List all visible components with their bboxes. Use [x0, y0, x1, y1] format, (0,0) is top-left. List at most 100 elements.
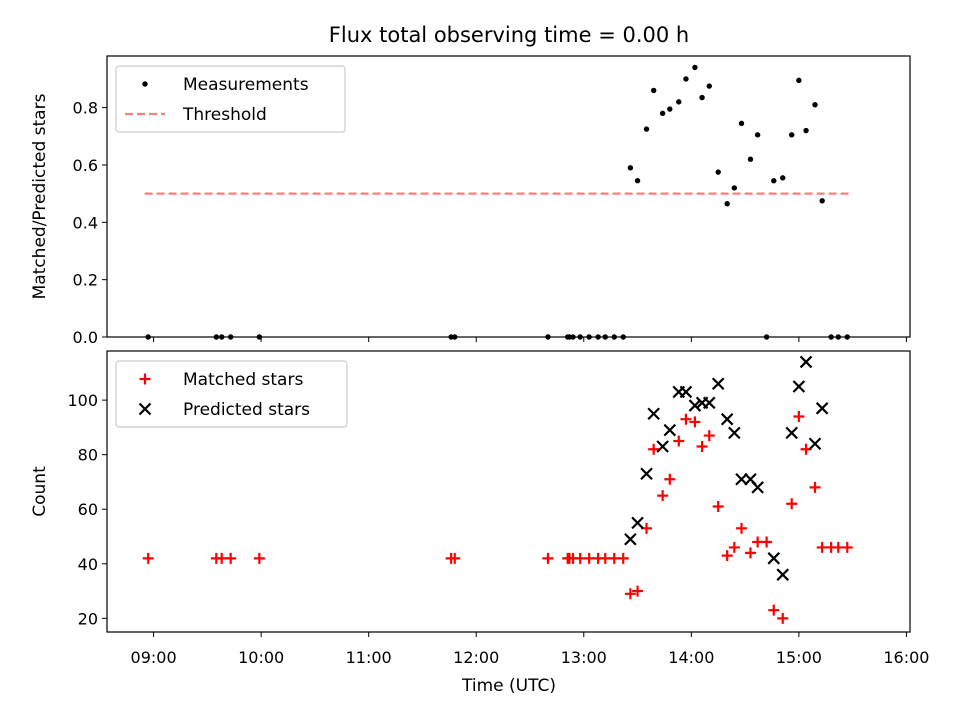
- x-tick-label: 14:00: [668, 648, 714, 667]
- legend-predicted-swatch: [138, 402, 152, 416]
- matched-star-marker: [761, 536, 773, 548]
- predicted-star-marker: [751, 481, 764, 494]
- y-tick-label: 0.2: [73, 271, 98, 290]
- y-axis-label: Matched/Predicted stars: [30, 93, 50, 299]
- matched-star-marker: [142, 552, 154, 564]
- measurement-point: [803, 127, 809, 134]
- matched-star-marker: [841, 541, 853, 553]
- predicted-star-marker: [631, 516, 644, 530]
- matched-star-marker: [721, 550, 733, 562]
- predicted-star-marker: [711, 377, 725, 391]
- measurement-point: [676, 99, 682, 105]
- y-tick-label: 0.0: [73, 328, 98, 347]
- legend-label: Matched stars: [183, 370, 303, 390]
- matched-star-marker: [648, 443, 660, 455]
- measurement-point: [706, 83, 712, 89]
- x-tick-label: 12:00: [453, 648, 499, 667]
- legend: Matched stars Predicted stars: [115, 360, 348, 428]
- plot-frame: [106, 350, 911, 633]
- matched-star-marker: [673, 435, 685, 447]
- predicted-star-marker: [792, 380, 806, 393]
- measurement-point: [659, 110, 666, 117]
- predicted-star-marker: [808, 437, 822, 451]
- matched-star-marker: [809, 481, 821, 493]
- measurement-point: [738, 120, 745, 127]
- predicted-star-marker: [767, 552, 781, 565]
- matched-star-marker: [793, 410, 805, 422]
- matched-star-marker: [542, 552, 554, 564]
- matched-star-marker: [689, 416, 701, 428]
- matched-star-marker: [728, 541, 740, 553]
- legend-label: Threshold: [182, 105, 267, 125]
- measurement-point: [715, 169, 721, 175]
- legend: Measurements Threshold: [115, 65, 346, 133]
- predicted-star-marker: [688, 399, 702, 412]
- chart-title: Flux total observing time = 0.00 h: [329, 23, 689, 47]
- measurement-point: [634, 178, 641, 184]
- predicted-star-marker: [720, 412, 734, 426]
- y-tick-label: 0.4: [73, 213, 98, 232]
- x-tick-label: 11:00: [346, 648, 392, 667]
- y-tick-label: 0.6: [73, 156, 98, 175]
- legend-measurement-swatch: [142, 81, 148, 87]
- x-tick-label: 15:00: [776, 648, 822, 667]
- matched-star-marker: [624, 588, 636, 600]
- measurement-point: [754, 132, 761, 138]
- matched-star-marker: [632, 585, 644, 597]
- legend-label: Measurements: [183, 75, 309, 95]
- predicted-star-marker: [656, 440, 669, 453]
- y-axis-label: Count: [30, 466, 50, 517]
- measurement-point: [812, 102, 818, 108]
- predicted-star-marker: [799, 355, 813, 369]
- predicted-star-marker: [663, 423, 677, 437]
- measurement-point: [667, 106, 673, 112]
- measurement-point: [683, 76, 689, 82]
- y-tick-label: 100: [67, 391, 98, 410]
- measurement-point: [796, 77, 802, 84]
- matched-star-marker: [225, 552, 237, 564]
- matched-star-marker: [657, 490, 669, 502]
- measurement-point: [819, 198, 825, 204]
- measurement-point: [650, 87, 657, 94]
- x-tick-label: 16:00: [883, 648, 929, 667]
- measurement-point: [699, 94, 705, 101]
- predicted-star-marker: [640, 467, 653, 481]
- measurement-point: [731, 185, 738, 191]
- predicted-star-marker: [702, 396, 716, 410]
- measurement-point: [627, 165, 634, 171]
- measurement-point: [747, 156, 754, 162]
- y-tick-label: 20: [78, 609, 98, 628]
- matched-star-marker: [696, 440, 708, 452]
- matched-star-marker: [664, 473, 676, 485]
- matched-star-marker: [617, 552, 629, 564]
- legend-matched-swatch: [139, 373, 151, 385]
- x-axis-label: Time (UTC): [461, 676, 556, 696]
- measurement-point: [780, 175, 786, 181]
- measurement-point: [692, 64, 698, 71]
- matched-star-marker: [703, 430, 715, 442]
- legend-label: Predicted stars: [183, 400, 310, 420]
- plot-frame: [106, 55, 911, 338]
- legend-box: [115, 65, 346, 133]
- predicted-star-marker: [735, 472, 748, 486]
- measurement-point: [789, 132, 795, 138]
- y-tick-label: 60: [78, 500, 98, 519]
- matched-star-marker: [712, 501, 724, 513]
- predicted-star-marker: [776, 568, 790, 581]
- x-axis: 09:00 10:00 11:00 12:00 13:00 14:00 15:00 16:00: [131, 648, 930, 667]
- predicted-star-marker: [624, 532, 637, 546]
- matched-star-marker: [744, 547, 756, 559]
- bottom-panel-counts: 20 40 60 80 100 Count Matched stars Predicted s…: [30, 350, 911, 637]
- measurement-point: [724, 200, 730, 207]
- y-tick-label: 40: [78, 555, 98, 574]
- predicted-star-marker: [815, 402, 829, 415]
- top-panel-ratio: 0.0 0.2 0.4 0.6 0.8 Matched/Predicted stars Me…: [30, 55, 911, 347]
- matched-star-marker: [777, 612, 789, 624]
- measurement-point: [771, 178, 777, 184]
- matched-star-marker: [680, 413, 692, 425]
- y-tick-label: 0.8: [73, 99, 98, 118]
- predicted-star-marker: [679, 385, 693, 399]
- predicted-star-marker: [785, 426, 798, 440]
- matched-star-marker: [736, 522, 748, 534]
